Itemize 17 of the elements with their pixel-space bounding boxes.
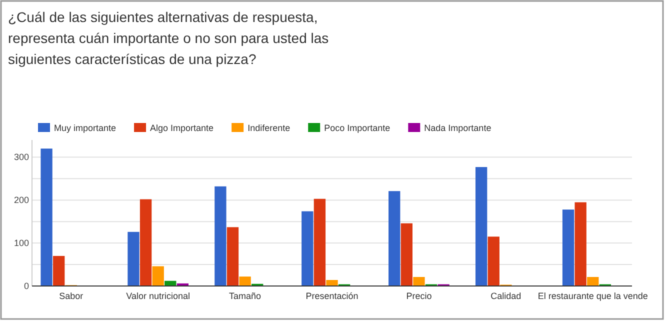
x-tick-label: Valor nutricional <box>126 290 190 301</box>
y-tick-label: 200 <box>14 195 29 205</box>
legend-label: Algo Importante <box>150 123 214 133</box>
chart-title: ¿Cuál de las siguientes alternativas de respuesta, representa cuán importante o no son para usted las siguientes características de una pizza? <box>8 9 329 67</box>
x-tick-label: Sabor <box>59 290 84 301</box>
x-tick-label: Calidad <box>490 290 522 301</box>
x-tick-label: Tamaño <box>229 290 262 301</box>
x-tick-label: Presentación <box>306 290 358 301</box>
legend-label: Poco Importante <box>324 123 390 133</box>
legend-label: Indiferente <box>248 123 290 133</box>
legend-label: Nada Importante <box>424 123 492 133</box>
y-tick-label: 100 <box>14 238 29 248</box>
x-tick-label: El restaurante que la vende <box>538 290 648 301</box>
y-tick-label: 300 <box>14 152 29 162</box>
legend-label: Muy importante <box>54 123 116 133</box>
x-tick-label: Precio <box>406 290 432 301</box>
y-tick-label: 0 <box>24 280 29 291</box>
